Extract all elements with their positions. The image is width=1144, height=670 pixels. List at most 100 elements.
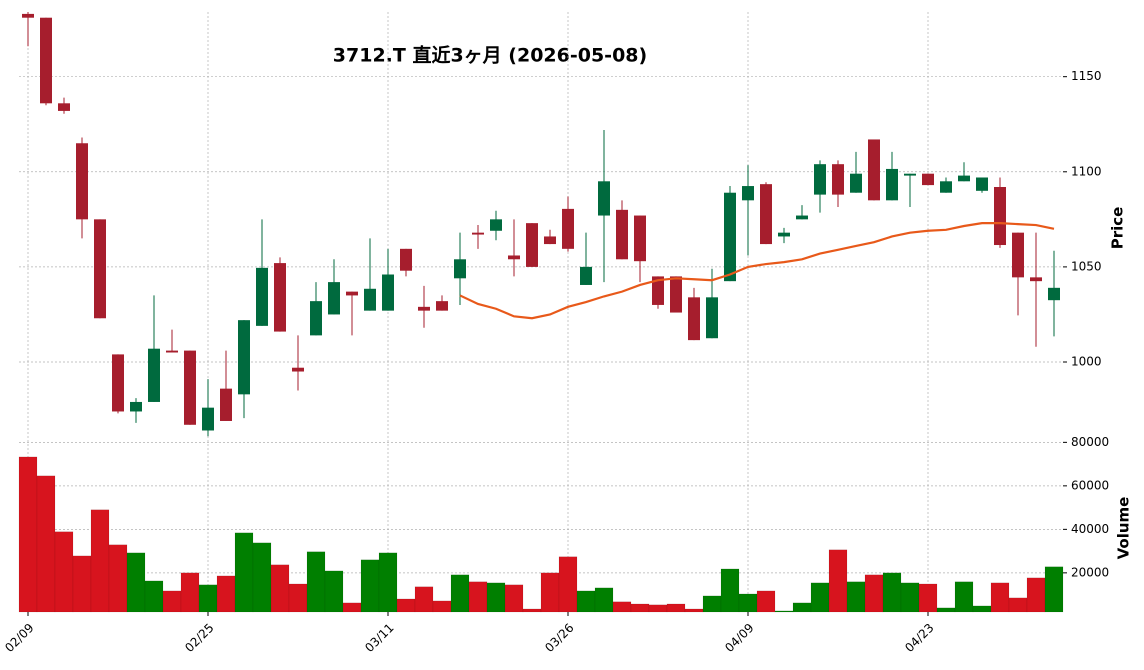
x-tick-label: 03/26 (542, 621, 576, 655)
x-tick-label: 02/09 (2, 621, 36, 655)
volume-bar (522, 608, 542, 613)
y-tick-label: 40000 (1071, 522, 1109, 536)
candle-body (256, 267, 268, 326)
volume-bar (18, 456, 38, 613)
candle-body (976, 177, 988, 191)
candle-body (580, 266, 592, 285)
volume-bar (72, 555, 92, 613)
volume-bar (630, 603, 650, 613)
candle-body (328, 282, 340, 315)
candle-body (436, 301, 448, 311)
volume-bar (378, 552, 398, 613)
candle-body (310, 301, 322, 336)
y-tick-label: 1150 (1071, 69, 1102, 83)
candle-body (796, 215, 808, 220)
candle-body (598, 181, 610, 216)
candle-body (1048, 287, 1060, 301)
candle-body (562, 208, 574, 249)
volume-bar (504, 584, 524, 613)
volume-bar (936, 607, 956, 613)
volume-bar (270, 564, 290, 613)
candle-body (724, 192, 736, 282)
y-tick-label: 80000 (1071, 435, 1109, 449)
volume-bar (468, 581, 488, 613)
candle-body (94, 219, 106, 319)
x-tick-label: 02/25 (182, 621, 216, 655)
candle-body (490, 219, 502, 231)
volume-bar (486, 582, 506, 613)
y-tick-label: 1100 (1071, 164, 1102, 178)
volume-bar (1044, 566, 1064, 613)
volume-axis-label: Volume (1115, 497, 1133, 560)
x-tick-label: 03/11 (362, 621, 396, 655)
candle-body (130, 401, 142, 412)
volume-bar (1008, 597, 1028, 613)
candle-body (832, 164, 844, 195)
volume-bar (702, 595, 722, 613)
candle-body (1012, 232, 1024, 278)
candle-body (148, 348, 160, 402)
candle-body (1030, 277, 1042, 282)
candle-body (868, 139, 880, 201)
volume-bar (216, 575, 236, 613)
volume-bar (432, 600, 452, 613)
candle-body (994, 187, 1006, 246)
volume-bar (648, 604, 668, 613)
candle-body (220, 388, 232, 421)
volume-bar (792, 602, 812, 613)
volume-bar (846, 581, 866, 613)
candle-body (778, 232, 790, 237)
candle-body (814, 164, 826, 195)
volume-bar (90, 509, 110, 613)
candle-body (760, 184, 772, 245)
volume-bar (882, 572, 902, 613)
volume-bar (612, 601, 632, 613)
volume-bar (756, 590, 776, 613)
volume-bar (558, 556, 578, 613)
volume-bar (1026, 577, 1046, 613)
candle-body (364, 288, 376, 311)
x-tick-label: 04/09 (722, 621, 756, 655)
volume-bar (666, 603, 686, 613)
volume-bar (180, 572, 200, 613)
candle-body (670, 276, 682, 313)
volume-bar (918, 583, 938, 613)
candle-body (58, 103, 70, 111)
volume-bar (198, 584, 218, 613)
candle-body (472, 232, 484, 235)
volume-bar (990, 582, 1010, 613)
volume-bar (450, 574, 470, 613)
y-tick-label: 20000 (1071, 565, 1109, 579)
volume-bar (576, 590, 596, 613)
volume-bar (126, 552, 146, 613)
candle-body (922, 173, 934, 186)
candle-body (688, 297, 700, 341)
candle-body (274, 263, 286, 332)
volume-bar (900, 582, 920, 613)
y-tick-label: 1050 (1071, 259, 1102, 273)
candle-body (400, 248, 412, 271)
candle-body (40, 17, 52, 104)
y-axis-label: Price (1109, 207, 1127, 250)
candle-body (382, 274, 394, 311)
volume-bar (738, 593, 758, 613)
candle-body (184, 350, 196, 425)
chart-title: 3712.T 直近3ヶ月 (2026-05-08) (333, 44, 647, 67)
volume-bar (540, 572, 560, 613)
candle-body (616, 209, 628, 260)
volume-bar (954, 581, 974, 613)
candle-body (418, 306, 430, 311)
volume-bar (684, 608, 704, 613)
candle-body (76, 143, 88, 220)
volume-bar (594, 587, 614, 613)
volume-bar (162, 590, 182, 613)
x-tick-label: 04/23 (902, 621, 936, 655)
volume-bar (288, 583, 308, 613)
candle-body (634, 215, 646, 262)
candle-body (346, 291, 358, 296)
volume-bar (360, 559, 380, 613)
volume-bar (774, 610, 794, 613)
volume-bar (396, 598, 416, 613)
candle-body (652, 276, 664, 305)
